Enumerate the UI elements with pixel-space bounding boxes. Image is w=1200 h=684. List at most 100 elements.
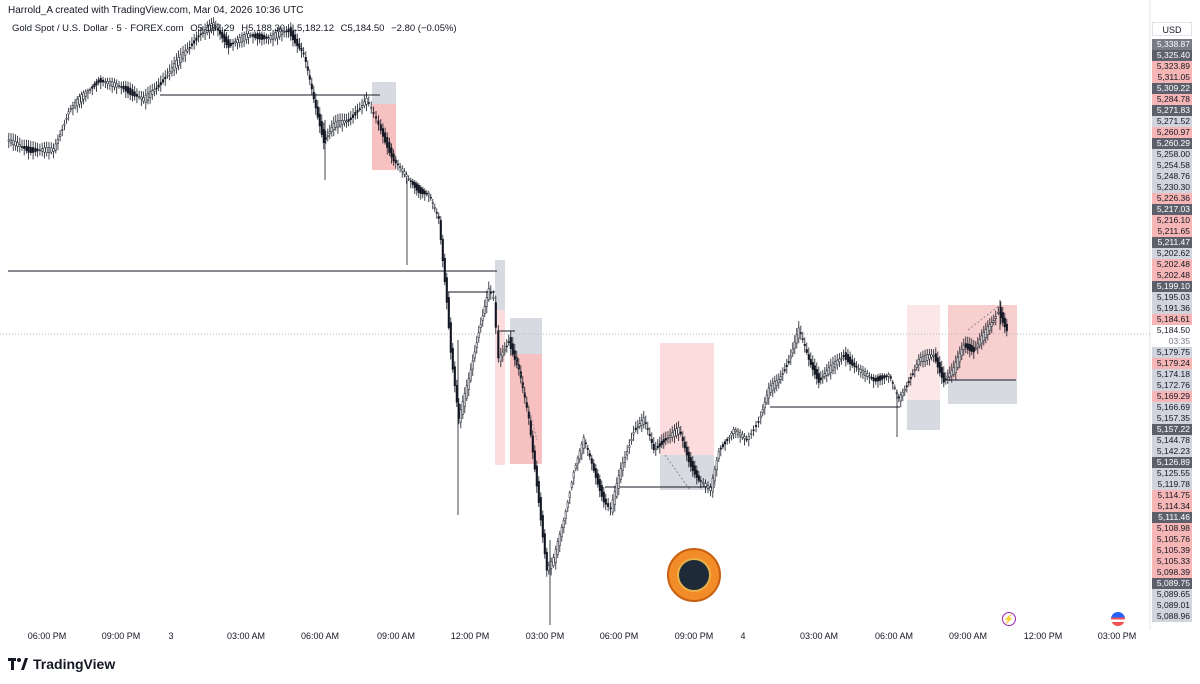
candle-body (511, 343, 514, 355)
candle-body (872, 377, 875, 382)
candle-body (177, 57, 180, 66)
symbol-name[interactable]: Gold Spot / U.S. Dollar · 5 · FOREX.com (12, 23, 184, 34)
candle-body (994, 316, 997, 319)
price-label: 5,338.87 (1152, 39, 1192, 50)
price-label: 5,166.69 (1152, 402, 1192, 413)
candle-body (126, 86, 130, 94)
candle-body (695, 470, 698, 478)
price-chart[interactable] (0, 0, 1152, 630)
candle-body (168, 71, 171, 74)
candle-body (190, 43, 193, 46)
candle-body (759, 415, 762, 419)
candle-body (893, 387, 896, 389)
candle-body (298, 43, 301, 49)
candle-body (396, 163, 399, 166)
candle-body (499, 354, 502, 362)
candle-body (142, 97, 145, 102)
price-label: 5,271.52 (1152, 116, 1192, 127)
price-label: 5,089.75 (1152, 578, 1192, 589)
tradingview-logo[interactable]: TradingView (8, 656, 115, 672)
candle-body (425, 192, 428, 195)
candle-body (411, 181, 414, 185)
candle-body (138, 96, 141, 98)
zone-box (495, 260, 505, 310)
candle-body (415, 183, 418, 191)
time-label: 09:00 AM (948, 631, 988, 641)
currency-selector[interactable]: USD (1152, 22, 1192, 36)
candle-body (874, 377, 877, 382)
candle-body (106, 81, 109, 85)
candle-body (545, 551, 548, 571)
candle-body (89, 89, 92, 91)
tradingview-brand: TradingView (33, 656, 116, 672)
candle-body (365, 97, 368, 105)
candle-body (899, 394, 902, 402)
candle-body (934, 353, 937, 362)
candle-body (251, 34, 255, 37)
candle-body (797, 327, 800, 339)
candle-body (214, 26, 217, 28)
candle-body (750, 433, 753, 435)
candle-body (243, 34, 246, 42)
candle-body (761, 408, 764, 414)
candle-body (704, 483, 707, 487)
candle-body (683, 441, 686, 449)
candle-body (525, 402, 528, 408)
candle-body (405, 174, 408, 177)
candle-body (20, 146, 24, 148)
candle-body (636, 426, 639, 429)
candle-body (475, 342, 478, 348)
candle-body (76, 98, 79, 107)
candle-body (541, 515, 544, 538)
candle-body (108, 81, 111, 86)
candle-body (570, 482, 573, 488)
candle-body (547, 565, 550, 572)
candle-body (523, 392, 526, 398)
candle-body (341, 120, 344, 125)
candle-body (285, 30, 288, 33)
price-label: 5,199.10 (1152, 281, 1192, 292)
candle-body (954, 362, 957, 373)
candle-body (986, 326, 989, 335)
candle-body (732, 428, 735, 434)
lightning-icon[interactable]: ⚡ (1002, 612, 1016, 626)
price-label: 5,216.10 (1152, 215, 1192, 226)
candle-body (638, 423, 641, 427)
candle-body (982, 332, 985, 341)
price-label: 5,119.78 (1152, 479, 1192, 490)
candle-body (747, 436, 750, 440)
candle-body (140, 96, 143, 100)
projection-line (664, 454, 691, 491)
candle-body (903, 388, 906, 392)
candle-body (283, 31, 286, 34)
us-flag-icon[interactable] (1111, 612, 1125, 626)
candle-body (421, 188, 424, 195)
candle-body (199, 33, 202, 36)
candle-body (870, 376, 873, 379)
candle-body (919, 357, 922, 363)
candle-body (924, 354, 927, 362)
candle-body (328, 131, 331, 134)
ohlc-high: H5,188.30 (241, 23, 286, 34)
candle-body (783, 369, 786, 371)
price-label: 5,284.78 (1152, 94, 1192, 105)
candle-body (234, 41, 237, 44)
candle-body (654, 448, 657, 451)
candle-body (231, 42, 235, 45)
zone-box (948, 379, 1017, 404)
candle-body (621, 462, 624, 471)
candle-body (82, 92, 85, 100)
candle-body (745, 438, 748, 441)
candle-body (304, 57, 307, 62)
candle-body (381, 128, 384, 137)
candle-body (256, 33, 259, 40)
candle-body (609, 507, 612, 510)
candle-body (632, 432, 635, 435)
price-label: 5,105.33 (1152, 556, 1192, 567)
candle-body (942, 372, 945, 383)
candle-body (443, 257, 446, 283)
candle-body (626, 451, 629, 456)
candle-body (978, 339, 981, 346)
price-label: 5,169.29 (1152, 391, 1192, 402)
candle-body (988, 324, 991, 331)
